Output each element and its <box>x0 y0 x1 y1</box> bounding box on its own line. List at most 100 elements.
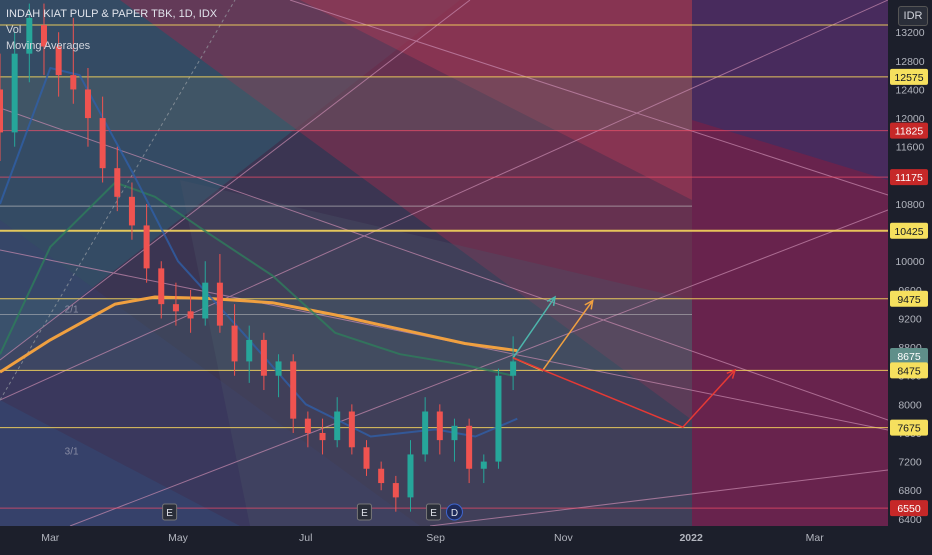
time-tick-label: May <box>168 532 189 544</box>
background-zones <box>0 0 888 526</box>
volume-indicator-label[interactable]: Vol <box>6 24 22 36</box>
time-axis-bg <box>0 526 932 550</box>
price-level-badge <box>890 290 928 307</box>
time-tick-label: Sep <box>426 532 445 544</box>
candle <box>407 454 414 498</box>
earnings-marker[interactable] <box>426 503 442 521</box>
price-tick-label: 10800 <box>895 199 924 211</box>
moving-average-line <box>0 67 518 438</box>
candle <box>114 168 121 197</box>
price-level-badge <box>890 222 928 239</box>
price-level-badge-label: 10425 <box>894 226 923 238</box>
fan-line <box>0 0 888 401</box>
fan-line <box>0 0 471 361</box>
time-tick-label: Mar <box>41 532 60 544</box>
candle <box>348 411 355 448</box>
price-axis: 6400680072007600800084008800920096001000… <box>888 0 932 550</box>
time-tick-label: Nov <box>554 532 573 544</box>
price-tick-label: 7200 <box>898 457 922 469</box>
candle <box>480 461 487 469</box>
price-tick-label: 11600 <box>896 142 925 154</box>
candle <box>260 339 267 376</box>
price-level-badge-label: 8475 <box>897 365 921 377</box>
price-tick-label: 12000 <box>895 113 924 125</box>
candle <box>422 411 429 455</box>
arrow-head <box>726 368 737 379</box>
candle <box>363 447 370 469</box>
zone-band-upper <box>0 76 692 131</box>
event-marker-label: E <box>430 508 437 519</box>
gann-ratio-label: 2/1 <box>65 305 79 316</box>
candle <box>187 311 194 319</box>
candle <box>510 361 517 376</box>
chart-legend: INDAH KIAT PULP & PAPER TBK, 1D, IDX Vol… <box>6 6 217 54</box>
candle <box>11 53 18 133</box>
currency-badge[interactable]: IDR <box>898 6 928 26</box>
candle <box>246 339 253 362</box>
candle <box>84 89 91 119</box>
candles <box>0 3 517 512</box>
time-tick-label: Mar <box>806 532 825 544</box>
candle <box>466 425 473 469</box>
candle <box>158 268 165 305</box>
event-marker-label: E <box>166 508 173 519</box>
price-level-badge-label: 11175 <box>895 172 923 184</box>
candle <box>304 418 311 433</box>
candle <box>290 361 297 419</box>
price-level-badge-label: 7675 <box>897 423 921 435</box>
event-marker-label: E <box>361 508 368 519</box>
price-level-badge <box>890 348 928 365</box>
candle <box>319 432 326 441</box>
moving-averages-label[interactable]: Moving Averages <box>6 40 91 52</box>
candle <box>378 468 385 484</box>
zone-future-red <box>692 120 888 526</box>
price-tick-label: 10000 <box>895 256 924 268</box>
candle <box>495 375 502 462</box>
candle <box>70 75 77 90</box>
price-level-badge <box>890 122 928 139</box>
arrow-head <box>546 295 556 307</box>
price-level-badge-label: 12575 <box>894 72 923 84</box>
price-level-badge-label: 9475 <box>897 294 921 306</box>
candle <box>143 225 150 269</box>
gann-ratio-label: 3/1 <box>65 446 79 457</box>
time-tick-label: Jul <box>299 532 312 544</box>
fan-line <box>429 469 888 526</box>
candle <box>40 25 47 47</box>
candle <box>392 483 399 498</box>
symbol-title[interactable]: INDAH KIAT PULP & PAPER TBK, 1D, IDX <box>6 8 218 20</box>
dividend-marker[interactable] <box>445 503 463 521</box>
moving-averages <box>0 67 518 438</box>
candle <box>231 325 238 362</box>
fan-line <box>0 107 888 421</box>
candle <box>128 196 135 226</box>
candle <box>26 17 33 54</box>
price-level-badge <box>890 169 928 186</box>
price-tick-label: 9200 <box>898 313 922 325</box>
earnings-marker[interactable] <box>356 503 372 521</box>
fan-dashed-line <box>0 0 236 401</box>
price-level-badge-label: 11825 <box>895 126 924 138</box>
price-level-badge-label: 6550 <box>897 503 921 515</box>
price-tick-label: 8000 <box>898 399 922 411</box>
price-axis-bg <box>888 0 932 550</box>
price-level-badge-label: 8675 <box>897 351 921 363</box>
price-tick-label: 12400 <box>895 84 924 96</box>
event-marker-label: D <box>451 508 458 519</box>
time-axis: Mar May Jul Sep Nov 2022 Mar <box>0 526 932 550</box>
candle <box>0 89 3 133</box>
fan-line <box>289 0 888 196</box>
candle <box>172 304 179 312</box>
candle <box>275 361 282 376</box>
projection-path <box>512 296 556 359</box>
candle <box>451 425 458 441</box>
earnings-marker[interactable] <box>162 503 178 521</box>
candle <box>436 411 443 441</box>
moving-average-line <box>0 181 514 377</box>
moving-average-line <box>0 295 518 374</box>
price-level-badge <box>890 68 928 85</box>
projection-arrows <box>512 295 737 429</box>
